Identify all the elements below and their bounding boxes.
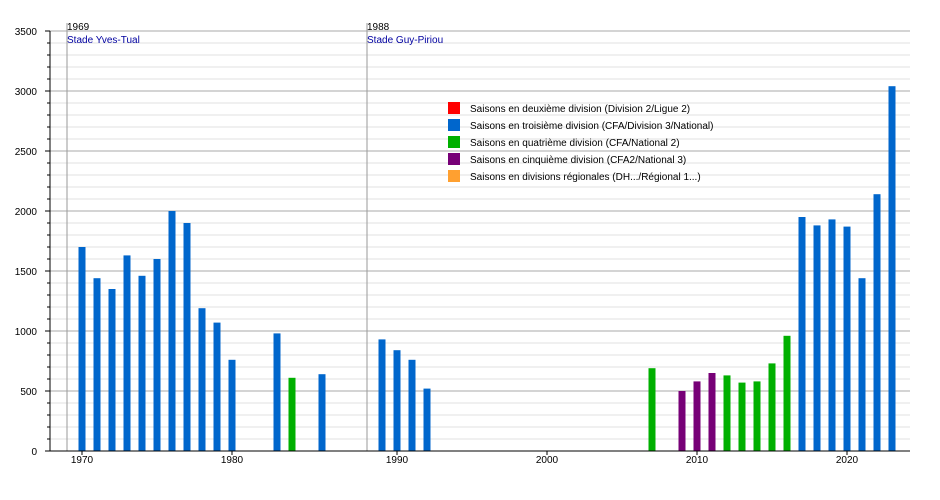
legend-swatch-d5: [448, 153, 460, 165]
bar-2013: [738, 382, 746, 451]
legend-label-d2: Saisons en deuxième division (Division 2…: [470, 104, 690, 115]
x-tick-label: 2010: [686, 455, 709, 466]
y-tick-label: 2000: [15, 207, 38, 218]
bar-1972: [108, 289, 116, 451]
bar-1991: [408, 359, 416, 451]
bar-2016: [783, 335, 791, 451]
bar-1975: [153, 259, 161, 451]
legend-label-reg: Saisons en divisions régionales (DH.../R…: [470, 172, 701, 183]
bar-1978: [198, 308, 206, 451]
bar-1970: [78, 247, 86, 451]
era-marker-label: Stade Guy-Piriou: [367, 35, 443, 46]
bar-2012: [723, 375, 731, 451]
bar-2010: [693, 381, 701, 451]
bar-1974: [138, 275, 146, 451]
legend-label-d4: Saisons en quatrième division (CFA/Natio…: [470, 138, 680, 149]
bar-2020: [843, 226, 851, 451]
era-marker-label: Stade Yves-Tual: [67, 35, 140, 46]
bar-1977: [183, 223, 191, 451]
bar-2019: [828, 219, 836, 451]
legend-swatch-d4: [448, 136, 460, 148]
y-tick-label: 3500: [15, 27, 38, 38]
bar-1992: [423, 388, 431, 451]
legend-label-d5: Saisons en cinquième division (CFA2/Nati…: [470, 155, 686, 166]
axes: 0 500 1000 1500 2000 2500 3000 3500 1970 1980 1990…: [15, 27, 910, 466]
bar-1980: [228, 359, 236, 451]
x-tick-label: 1980: [221, 455, 244, 466]
x-tick-label: 1990: [386, 455, 409, 466]
era-marker-year: 1969: [67, 22, 90, 33]
bar-2021: [858, 278, 866, 451]
y-tick-label: 1500: [15, 267, 38, 278]
x-tick-label: 2000: [536, 455, 559, 466]
bar-2011: [708, 373, 716, 451]
bar-2014: [753, 381, 761, 451]
x-tick-label: 2020: [836, 455, 859, 466]
x-tick-label: 1970: [71, 455, 94, 466]
grid: [50, 30, 910, 440]
bars: [78, 86, 896, 451]
bar-2015: [768, 363, 776, 451]
y-tick-label: 1000: [15, 327, 38, 338]
bar-2018: [813, 225, 821, 451]
bar-1986: [318, 374, 326, 451]
bar-2009: [678, 391, 686, 451]
y-tick-label: 500: [20, 387, 37, 398]
y-tick-label: 3000: [15, 87, 38, 98]
bar-2007: [648, 368, 656, 451]
bar-2017: [798, 217, 806, 451]
bar-2023: [888, 86, 896, 451]
legend-swatch-reg: [448, 170, 460, 182]
bar-1984: [288, 377, 296, 451]
legend: Saisons en deuxième division (Division 2…: [448, 102, 713, 183]
bar-1989: [378, 339, 386, 451]
bar-1990: [393, 350, 401, 451]
bar-2022: [873, 194, 881, 451]
bar-1976: [168, 211, 176, 451]
y-tick-label: 2500: [15, 147, 38, 158]
y-tick-label: 0: [31, 447, 37, 458]
bar-1983: [273, 333, 281, 451]
bar-1971: [93, 278, 101, 451]
era-markers: 1969 Stade Yves-Tual 1988 Stade Guy-Piriou: [66, 22, 443, 451]
era-marker-year: 1988: [367, 22, 390, 33]
bar-1979: [213, 322, 221, 451]
legend-label-d3: Saisons en troisième division (CFA/Divis…: [470, 121, 713, 132]
legend-swatch-d2: [448, 102, 460, 114]
legend-swatch-d3: [448, 119, 460, 131]
bar-1973: [123, 255, 131, 451]
